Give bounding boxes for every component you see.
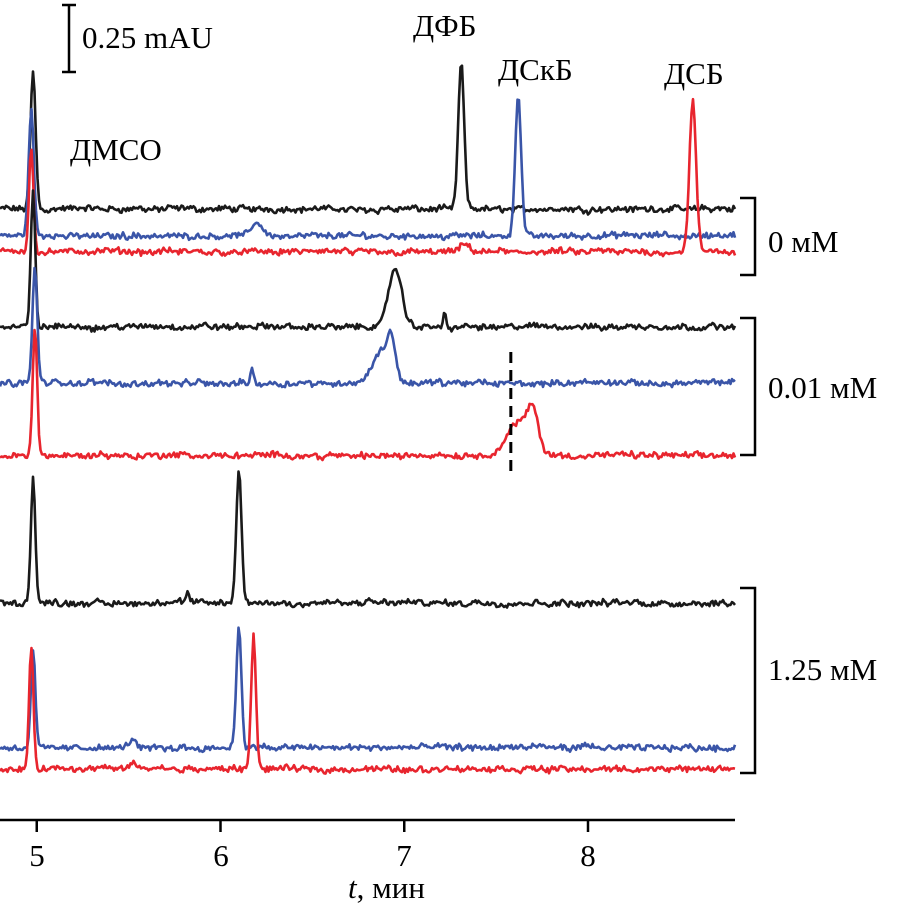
peak-label-dskb: ДСкБ bbox=[498, 52, 573, 87]
x-tick-label-0: 5 bbox=[29, 838, 45, 873]
group-bracket-0 bbox=[740, 196, 757, 277]
group-bracket-1 bbox=[740, 316, 757, 457]
scale-bar bbox=[62, 3, 76, 74]
x-axis bbox=[0, 818, 735, 832]
trace-0-0 bbox=[0, 64, 737, 216]
x-axis-label: t, мин bbox=[348, 870, 425, 905]
group-bracket-2 bbox=[740, 586, 757, 775]
scale-bar-label: 0.25 mAU bbox=[82, 20, 213, 55]
trace-1-2 bbox=[0, 328, 737, 462]
peak-label-dfb: ДФБ bbox=[413, 8, 476, 43]
x-tick-label-3: 8 bbox=[580, 838, 596, 873]
traces bbox=[0, 3, 757, 775]
trace-2-1 bbox=[0, 626, 737, 754]
x-axis-label-var: t bbox=[348, 870, 358, 905]
group-label-125mm: 1.25 мМ bbox=[768, 652, 877, 687]
x-axis-label-unit: , мин bbox=[357, 870, 425, 905]
trace-2-0 bbox=[0, 470, 736, 609]
trace-2-2 bbox=[0, 632, 736, 775]
peak-label-dsb: ДСБ bbox=[664, 56, 724, 91]
trace-1-1 bbox=[0, 266, 736, 389]
trace-0-1 bbox=[0, 98, 737, 242]
group-label-001mm: 0.01 мМ bbox=[768, 370, 877, 405]
trace-1-0 bbox=[0, 189, 737, 333]
x-tick-label-2: 7 bbox=[396, 838, 412, 873]
peak-label-dmso: ДМСО bbox=[70, 132, 162, 167]
x-tick-label-1: 6 bbox=[213, 838, 229, 873]
group-label-0mm: 0 мМ bbox=[768, 224, 838, 259]
trace-0-2 bbox=[0, 97, 737, 258]
